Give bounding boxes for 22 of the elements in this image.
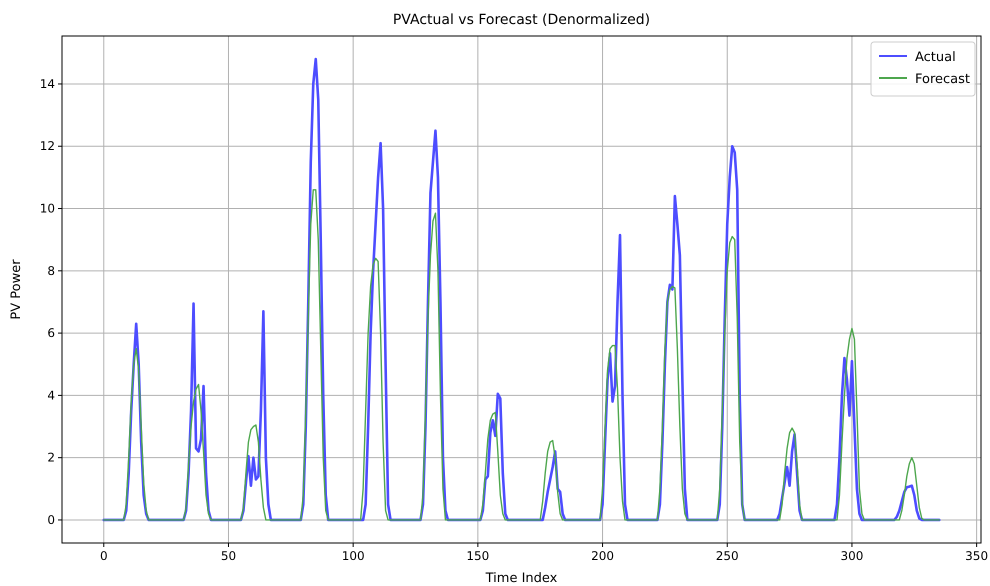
x-tick-label: 0 (100, 549, 108, 563)
y-tick-label: 6 (47, 326, 55, 340)
x-tick-label: 50 (220, 549, 236, 563)
x-tick-label: 300 (840, 549, 864, 563)
x-tick-label: 350 (965, 549, 988, 563)
legend-label: Forecast (915, 72, 970, 87)
line-series (103, 189, 940, 521)
y-tick-label: 2 (47, 450, 55, 465)
y-tick-label: 14 (40, 76, 55, 91)
x-axis-title: Time Index (484, 571, 558, 586)
y-tick-label: 12 (40, 139, 55, 154)
y-axis-title: PV Power (9, 258, 24, 320)
x-tick-label: 150 (466, 549, 490, 563)
y-tick-label: 4 (47, 388, 55, 402)
x-tick-label: 250 (716, 549, 739, 563)
x-tick-label: 200 (591, 549, 614, 563)
y-tick-label: 10 (40, 202, 55, 216)
chart-title: PVActual vs Forecast (Denormalized) (392, 12, 650, 28)
y-tick-label: 8 (47, 264, 55, 278)
legend-label: Actual (915, 50, 956, 65)
y-tick-label: 0 (47, 512, 55, 527)
x-tick-label: 100 (342, 549, 365, 563)
